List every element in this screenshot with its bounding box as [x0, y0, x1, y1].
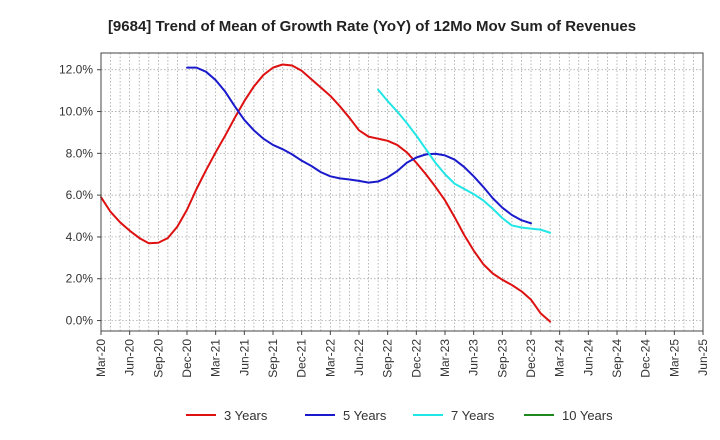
y-tick-label: 10.0% [59, 105, 93, 119]
x-tick-label: Jun-23 [467, 339, 481, 376]
x-tick-label: Mar-22 [323, 339, 337, 377]
x-tick-label: Dec-23 [524, 339, 538, 378]
grid [100, 53, 704, 331]
legend: 3 Years 5 Years 7 Years 10 Years [186, 408, 613, 423]
x-tick-label: Sep-24 [610, 339, 624, 378]
legend-label-7-years: 7 Years [451, 408, 495, 423]
x-tick-label: Dec-21 [295, 339, 309, 378]
legend-label-3-years: 3 Years [224, 408, 268, 423]
x-tick-label: Sep-20 [151, 339, 165, 378]
x-tick-label: Dec-20 [180, 339, 194, 378]
x-tick-label: Jun-22 [352, 339, 366, 376]
y-tick-label: 4.0% [66, 230, 94, 244]
y-tick-label: 2.0% [66, 272, 94, 286]
x-tick-label: Mar-25 [667, 339, 681, 377]
x-tick-label: Mar-21 [209, 339, 223, 377]
y-tick-label: 8.0% [66, 146, 94, 160]
legend-label-5-years: 5 Years [343, 408, 387, 423]
x-tick-label: Sep-23 [495, 339, 509, 378]
x-tick-label: Mar-24 [553, 339, 567, 377]
plot-frame [100, 52, 704, 332]
x-tick-label: Jun-24 [581, 339, 595, 376]
legend-label-10-years: 10 Years [562, 408, 613, 423]
x-tick-label: Jun-21 [237, 339, 251, 376]
series-line-3-years [100, 63, 552, 323]
chart-title: [9684] Trend of Mean of Growth Rate (YoY… [108, 18, 636, 35]
x-tick-label: Sep-21 [266, 339, 280, 378]
y-tick-label: 12.0% [59, 63, 93, 77]
y-tick-label: 0.0% [66, 314, 94, 328]
y-axis-ticks: 0.0% 2.0% 4.0% 6.0% 8.0% 10.0% 12.0% [59, 63, 101, 328]
series-line-7-years [377, 88, 552, 234]
series-lines [100, 63, 552, 323]
series-line-5-years [186, 66, 532, 225]
x-axis-ticks: Mar-20 Jun-20 Sep-20 Dec-20 Mar-21 Jun-21 Sep-… [94, 331, 710, 378]
x-tick-label: Mar-20 [94, 339, 108, 377]
x-tick-label: Dec-24 [639, 339, 653, 378]
x-tick-label: Jun-25 [696, 339, 710, 376]
y-tick-label: 6.0% [66, 188, 94, 202]
x-tick-label: Jun-20 [123, 339, 137, 376]
x-tick-label: Dec-22 [409, 339, 423, 378]
x-tick-label: Mar-23 [438, 339, 452, 377]
x-tick-label: Sep-22 [381, 339, 395, 378]
